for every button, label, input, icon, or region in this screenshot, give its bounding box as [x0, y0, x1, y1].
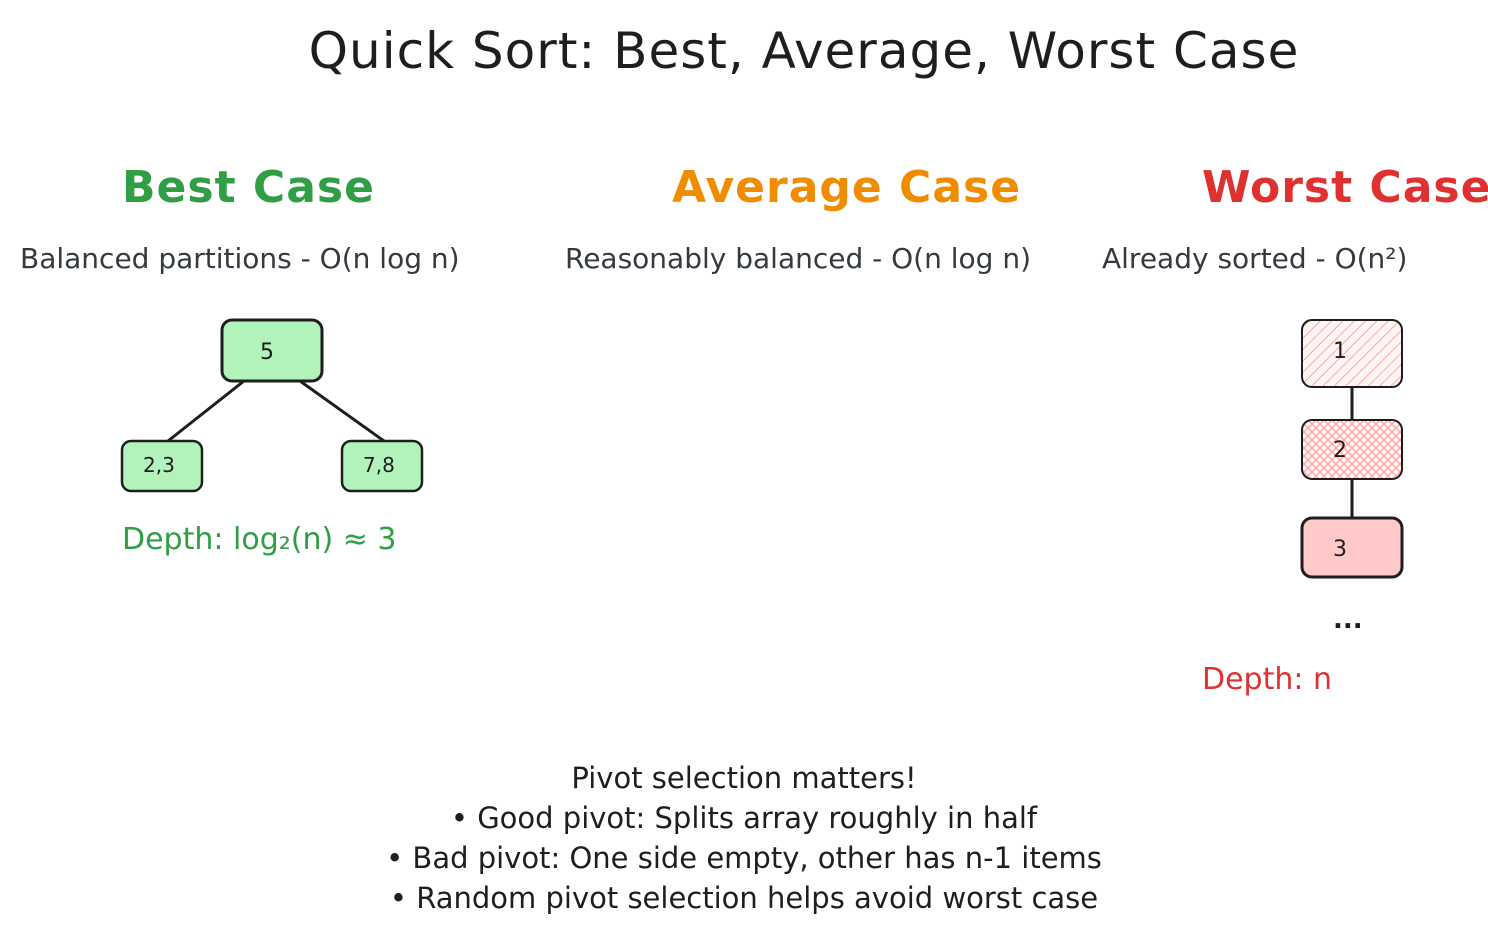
worst-node-3: 3: [1300, 516, 1404, 579]
page-title: Quick Sort: Best, Average, Worst Case: [0, 22, 1488, 80]
average-case-subtitle: Reasonably balanced - O(n log n): [565, 242, 1032, 275]
notes-item-bad-pivot: • Bad pivot: One side empty, other has n…: [386, 841, 1102, 875]
tree-edge-right: [298, 379, 386, 443]
worst-depth-label: Depth: n: [1202, 662, 1333, 697]
best-left-label: 2,3: [143, 453, 175, 477]
worst-node-1: 1: [1301, 319, 1403, 388]
tree-edge-left: [166, 379, 246, 443]
worst-case-heading: Worst Case: [1202, 162, 1488, 213]
pivot-notes: Pivot selection matters! • Good pivot: S…: [0, 758, 1488, 918]
notes-item-random-pivot: • Random pivot selection helps avoid wor…: [389, 881, 1099, 915]
best-root-node: 5: [220, 318, 324, 383]
worst-node-2: 2: [1301, 419, 1403, 480]
best-right-label: 7,8: [363, 453, 395, 477]
best-root-label: 5: [260, 340, 274, 365]
notes-item-good-pivot: • Good pivot: Splits array roughly in ha…: [450, 801, 1038, 835]
best-case-subtitle: Balanced partitions - O(n log n): [20, 242, 460, 275]
worst-node-3-label: 3: [1333, 537, 1347, 562]
worst-node-2-label: 2: [1333, 438, 1347, 463]
average-case-heading: Average Case: [672, 162, 1022, 213]
worst-case-subtitle: Already sorted - O(n²): [1102, 242, 1408, 275]
best-depth-label: Depth: log₂(n) ≈ 3: [122, 522, 397, 557]
best-left-node: 2,3: [120, 439, 204, 493]
notes-heading: Pivot selection matters!: [571, 761, 917, 795]
best-case-heading: Best Case: [122, 162, 375, 213]
worst-node-1-label: 1: [1333, 339, 1347, 364]
best-right-node: 7,8: [340, 439, 424, 493]
worst-ellipsis: ...: [1333, 605, 1363, 635]
page-title-text: Quick Sort: Best, Average, Worst Case: [308, 22, 1300, 80]
